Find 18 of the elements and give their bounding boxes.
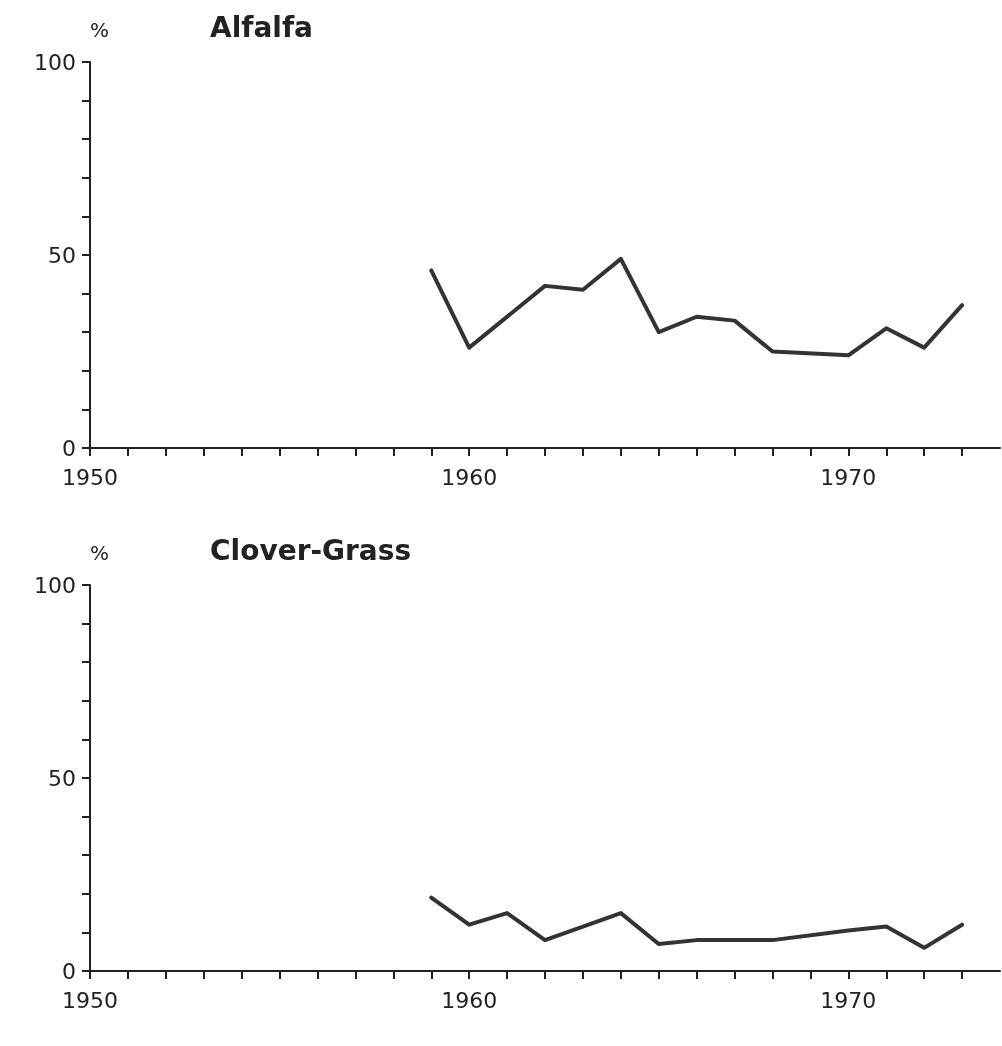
x-tick-label: 1970 [820, 464, 877, 490]
line-series [429, 256, 965, 358]
y-tick-label: 100 [34, 572, 76, 598]
x-tick-label: 1960 [441, 987, 498, 1013]
y-tick-label: 0 [62, 958, 76, 984]
x-tick-label: 1950 [62, 987, 118, 1013]
y-tick-label: 50 [48, 765, 76, 791]
chart-title: Alfalfa [210, 10, 314, 44]
y-tick-label: 100 [34, 49, 76, 75]
y-axis-title: % [90, 18, 110, 42]
y-axis-title: % [90, 541, 110, 565]
chart-title: Clover-Grass [210, 533, 412, 567]
x-tick-label: 1950 [62, 464, 118, 490]
line-series [429, 895, 965, 950]
y-tick-label: 50 [48, 242, 76, 268]
x-tick-label: 1960 [441, 464, 498, 490]
y-tick-label: 0 [62, 435, 76, 461]
x-tick-label: 1970 [820, 987, 877, 1013]
